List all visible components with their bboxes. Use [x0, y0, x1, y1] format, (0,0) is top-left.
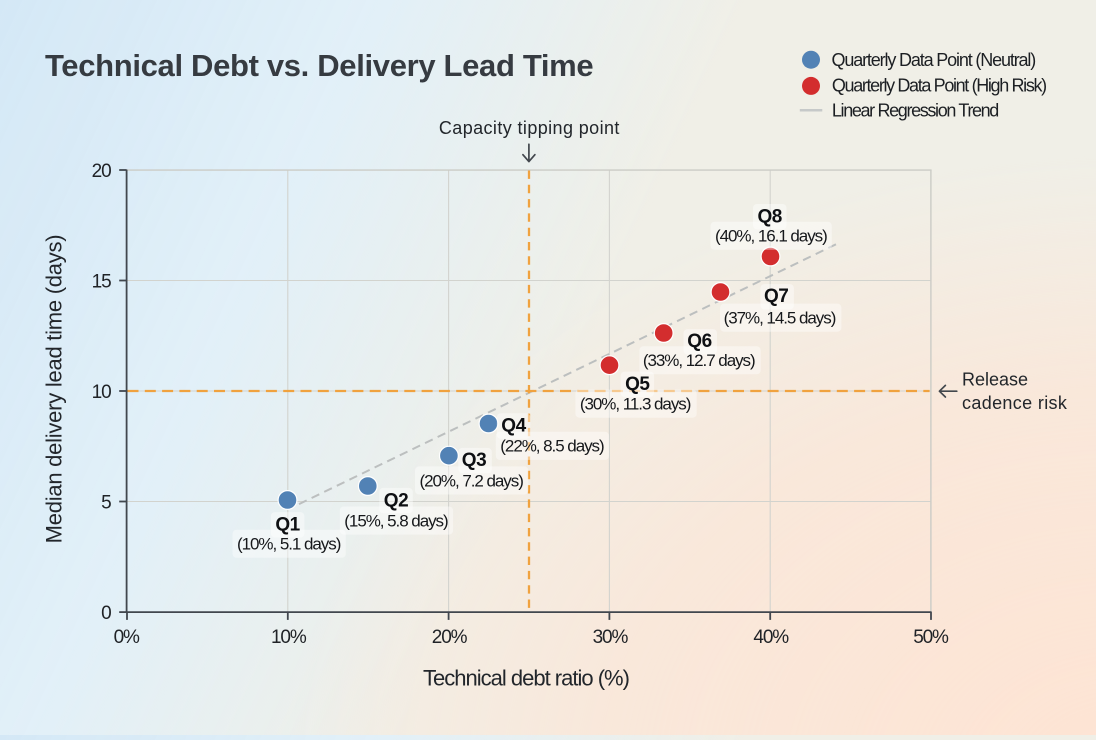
svg-text:(10%, 5.1 days): (10%, 5.1 days)	[237, 535, 341, 554]
svg-text:Q4: Q4	[501, 416, 526, 437]
svg-text:5: 5	[101, 492, 111, 513]
svg-text:(30%, 11.3 days): (30%, 11.3 days)	[580, 395, 691, 414]
svg-text:Release: Release	[962, 370, 1028, 390]
svg-text:Q6: Q6	[687, 331, 711, 352]
svg-text:30%: 30%	[593, 627, 629, 648]
svg-text:Q7: Q7	[764, 286, 788, 307]
svg-text:(40%, 16.1 days): (40%, 16.1 days)	[715, 227, 827, 246]
svg-text:Q3: Q3	[462, 450, 486, 471]
svg-text:(15%, 5.8 days): (15%, 5.8 days)	[344, 511, 448, 530]
svg-text:Q2: Q2	[384, 490, 408, 511]
svg-text:Quarterly Data Point (Neutral): Quarterly Data Point (Neutral)	[832, 50, 1036, 70]
svg-text:10%: 10%	[271, 627, 307, 648]
svg-text:cadence risk: cadence risk	[962, 393, 1068, 413]
svg-text:(22%, 8.5 days): (22%, 8.5 days)	[500, 437, 604, 456]
svg-text:Technical Debt vs. Delivery Le: Technical Debt vs. Delivery Lead Time	[45, 48, 593, 83]
svg-text:Capacity tipping point: Capacity tipping point	[439, 118, 620, 138]
svg-text:50%: 50%	[913, 627, 949, 648]
svg-text:40%: 40%	[753, 627, 789, 648]
svg-text:10: 10	[92, 382, 111, 403]
svg-text:20%: 20%	[432, 627, 468, 648]
svg-text:0: 0	[101, 603, 111, 624]
svg-text:15: 15	[92, 271, 111, 292]
svg-text:Quarterly Data Point (High Ris: Quarterly Data Point (High Risk)	[832, 76, 1046, 96]
svg-text:Linear Regression Trend: Linear Regression Trend	[832, 100, 998, 120]
svg-text:20: 20	[92, 161, 111, 182]
svg-text:Median delivery lead time (day: Median delivery lead time (days)	[42, 235, 67, 544]
svg-text:Q8: Q8	[758, 206, 782, 227]
svg-text:Q5: Q5	[625, 374, 650, 395]
svg-text:(37%, 14.5 days): (37%, 14.5 days)	[724, 309, 836, 328]
svg-text:(20%, 7.2 days): (20%, 7.2 days)	[420, 471, 524, 490]
svg-text:(33%, 12.7 days): (33%, 12.7 days)	[643, 351, 755, 370]
svg-text:Technical debt ratio (%): Technical debt ratio (%)	[423, 666, 629, 691]
svg-text:0%: 0%	[114, 627, 140, 648]
svg-text:Q1: Q1	[275, 515, 300, 536]
